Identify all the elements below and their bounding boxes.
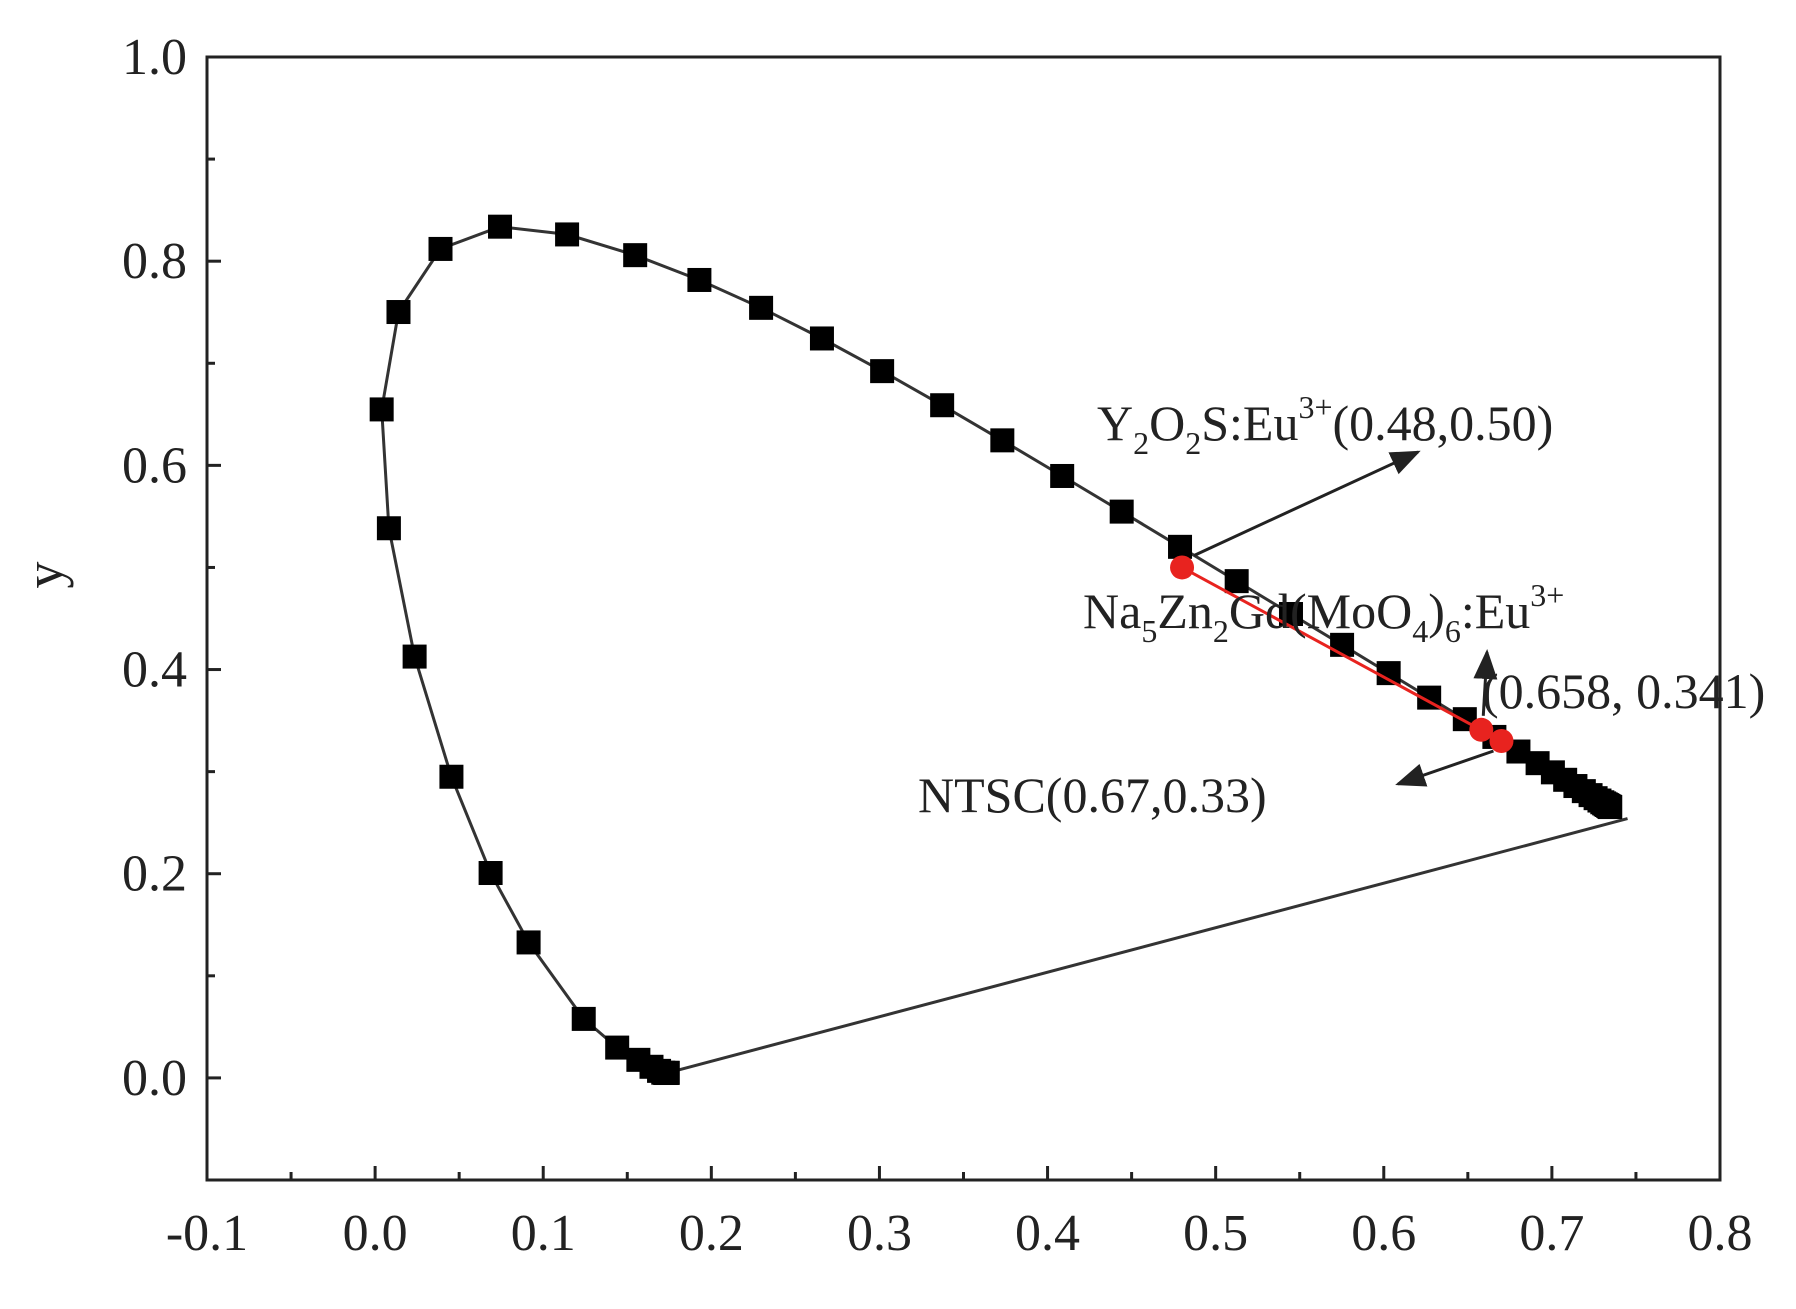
phosphor-point <box>1469 717 1494 742</box>
y-tick-label: 0.0 <box>122 1050 187 1107</box>
phosphor-point <box>1489 729 1514 754</box>
locus-point <box>990 428 1015 453</box>
x-tick-label: 0.1 <box>511 1205 576 1262</box>
purple-line <box>667 817 1628 1075</box>
x-tick-label: 0.5 <box>1183 1205 1248 1262</box>
locus-point <box>1376 661 1401 686</box>
locus-point <box>376 516 401 541</box>
phosphor-connector-line <box>1181 566 1503 743</box>
locus-point <box>428 236 453 261</box>
locus-point <box>749 295 774 320</box>
x-tick-label: 0.2 <box>679 1205 744 1262</box>
y-tick-label: 0.2 <box>122 846 187 903</box>
y-tick-label: 1.0 <box>122 29 187 86</box>
locus-point <box>555 222 580 247</box>
annotation-nazngd: Na5Zn2Gd(MoO4)6:Eu3+ <box>1083 577 1564 649</box>
locus-point <box>1168 534 1193 559</box>
y-tick-label: 0.8 <box>122 233 187 290</box>
arrow-ntsc <box>1395 749 1494 787</box>
x-tick-label: 0.6 <box>1351 1205 1416 1262</box>
annotation-ntsc: NTSC(0.67,0.33) <box>918 767 1267 823</box>
arrow-nazngd <box>1473 649 1498 716</box>
locus-point <box>1224 569 1249 594</box>
x-tick-label: -0.1 <box>166 1205 248 1262</box>
x-tick-label: 0.0 <box>343 1205 408 1262</box>
y-tick-label: 0.4 <box>122 642 187 699</box>
spectral-locus-curve <box>380 225 1612 1075</box>
annotation-nazngd-coords: (0.658, 0.341) <box>1482 663 1765 719</box>
locus-point <box>439 764 464 789</box>
y-tick-label: 0.6 <box>122 437 187 494</box>
x-tick-label: 0.8 <box>1688 1205 1753 1262</box>
x-tick-label: 0.4 <box>1015 1205 1080 1262</box>
y-axis: 0.0 0.2 0.4 0.6 0.8 1.0 <box>122 29 221 1182</box>
locus-point <box>809 326 834 351</box>
locus-point <box>870 359 895 384</box>
locus-point <box>1050 463 1075 488</box>
locus-point <box>623 243 648 268</box>
x-axis-label: x <box>950 1292 977 1309</box>
x-axis: -0.1 0.0 0.1 0.2 0.3 0.4 0.5 0.6 0.7 0.8 <box>166 1166 1753 1262</box>
locus-point <box>1598 795 1623 820</box>
locus-markers <box>369 214 1623 1086</box>
locus-point <box>478 861 503 886</box>
locus-point <box>1109 499 1134 524</box>
locus-point <box>571 1006 596 1031</box>
annotation-y2o2s: Y2O2S:Eu3+(0.48,0.50) <box>1097 389 1553 461</box>
locus-point <box>402 644 427 669</box>
phosphor-point <box>1170 555 1195 580</box>
locus-point <box>687 267 712 292</box>
x-tick-label: 0.3 <box>847 1205 912 1262</box>
arrow-y2o2s <box>1193 450 1421 557</box>
phosphor-markers <box>1170 555 1514 754</box>
locus-point <box>930 393 955 418</box>
x-tick-label: 0.7 <box>1519 1205 1584 1262</box>
locus-point <box>605 1035 630 1060</box>
y-axis-label: y <box>14 562 74 589</box>
locus-point <box>516 930 541 955</box>
locus-point <box>386 300 411 325</box>
locus-point <box>488 214 513 239</box>
locus-point <box>369 397 394 422</box>
locus-point <box>626 1047 651 1072</box>
